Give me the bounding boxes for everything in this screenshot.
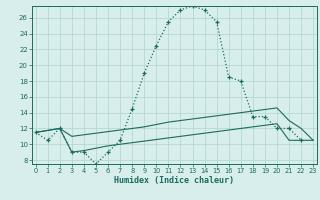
X-axis label: Humidex (Indice chaleur): Humidex (Indice chaleur)	[115, 176, 234, 185]
